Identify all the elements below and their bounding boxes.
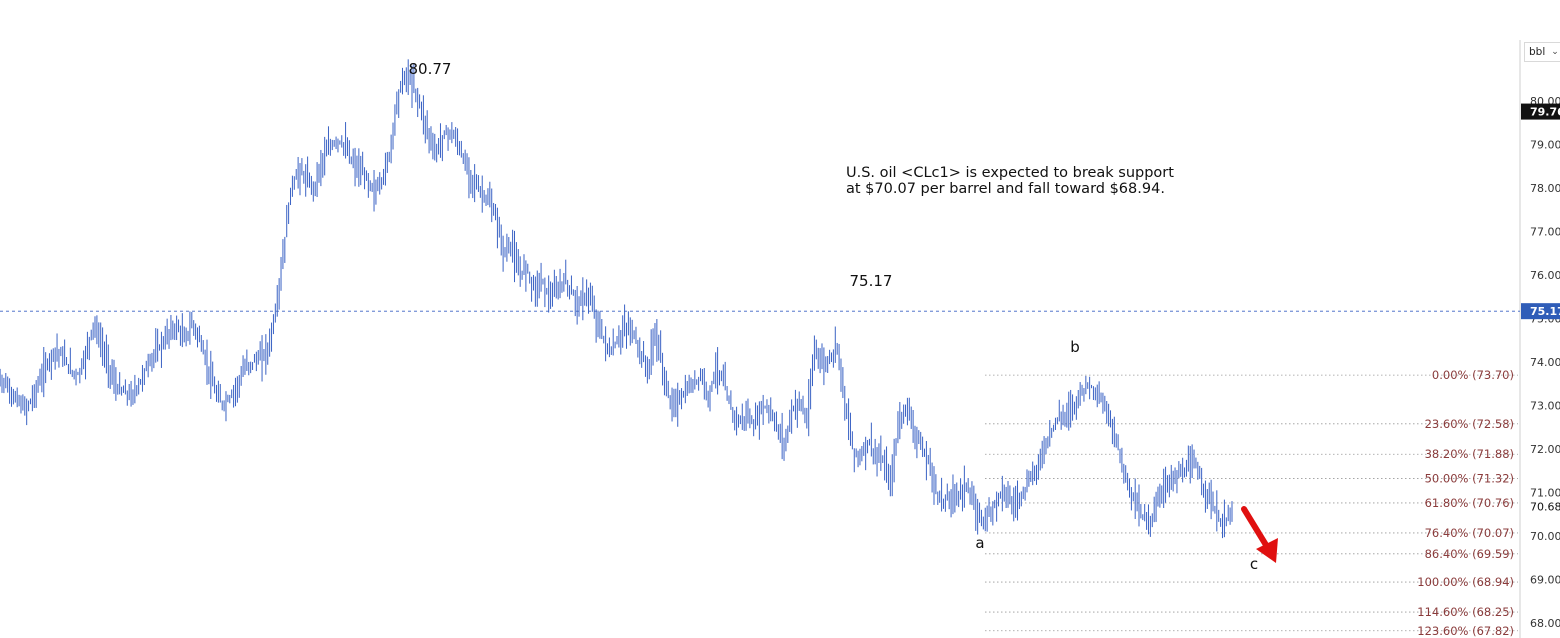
fib-level-label: 86.40% (69.59)	[1425, 547, 1514, 561]
fibonacci-retracement: 0.00% (73.70) 23.60% (72.58) 38.20% (71.88…	[985, 368, 1518, 638]
y-tick-label: 76.00	[1530, 269, 1560, 282]
y-tick-label: 78.00	[1530, 182, 1560, 195]
level-badge: 75.17	[1530, 305, 1560, 318]
fib-level-label: 123.60% (67.82)	[1417, 624, 1514, 638]
current-price-label: 70.68	[1530, 500, 1560, 513]
y-tick-label: 74.00	[1530, 356, 1560, 369]
price-axis: 80.0079.0078.0077.0076.0075.0074.0073.00…	[1519, 40, 1560, 638]
last-price-badge-bg	[1521, 103, 1560, 120]
fib-level-label: 50.00% (71.32)	[1425, 472, 1514, 486]
level-badge-bg	[1521, 303, 1560, 320]
last-price-badge: 79.76	[1530, 106, 1560, 119]
fib-level-label: 38.20% (71.88)	[1425, 447, 1514, 461]
y-tick-label: 72.00	[1530, 443, 1560, 456]
y-tick-label: 68.00	[1530, 617, 1560, 630]
y-tick-label: 71.00	[1530, 487, 1560, 500]
unit-label: bbl	[1529, 46, 1546, 58]
y-tick-label: 79.00	[1530, 139, 1560, 152]
down-arrow-icon	[1241, 506, 1278, 563]
fib-level-label: 23.60% (72.58)	[1425, 417, 1514, 431]
y-tick-label: 70.00	[1530, 530, 1560, 543]
chevron-down-icon: ⌄	[1551, 47, 1559, 57]
wave-b-label: b	[1070, 338, 1080, 356]
peak-high-label: 80.77	[409, 60, 452, 78]
forecast-note-line-1: U.S. oil <CLc1> is expected to break sup…	[846, 165, 1174, 181]
price-bars	[0, 59, 1233, 539]
fib-level-label: 0.00% (73.70)	[1432, 368, 1514, 382]
fib-level-label: 114.60% (68.25)	[1417, 605, 1514, 619]
fib-level-label: 61.80% (70.76)	[1425, 496, 1514, 510]
y-tick-label: 73.00	[1530, 400, 1560, 413]
fib-level-label: 100.00% (68.94)	[1417, 575, 1514, 589]
y-tick-label: 69.00	[1530, 573, 1560, 586]
unit-selector[interactable]: bbl ⌄	[1524, 42, 1560, 62]
y-tick-label: 77.00	[1530, 226, 1560, 239]
forecast-note-line-2: at $70.07 per barrel and fall toward $68…	[846, 181, 1165, 197]
fib-level-label: 76.40% (70.07)	[1425, 526, 1514, 540]
annotations: 80.77 75.17 a b c U.S. oil <CLc1> is expected…	[409, 60, 1278, 573]
peak-mid-label: 75.17	[850, 272, 893, 290]
wave-a-label: a	[975, 534, 984, 552]
wave-c-label: c	[1250, 555, 1258, 573]
